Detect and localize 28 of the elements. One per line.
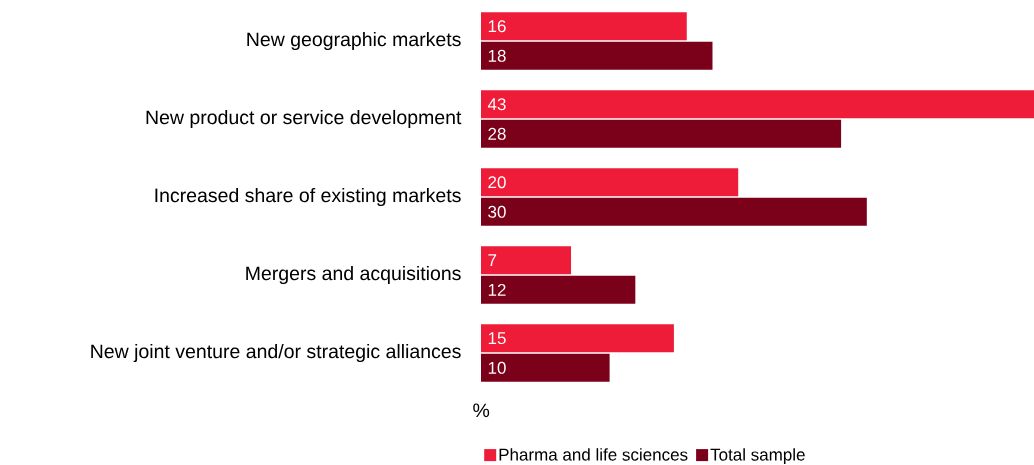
data-label: 10: [488, 361, 506, 374]
data-label: 16: [488, 20, 506, 33]
data-label: 43: [487, 98, 506, 111]
data-label: 15: [488, 332, 506, 345]
bar: [481, 324, 674, 353]
y-tick-label: Increased share of existing markets: [155, 187, 461, 207]
data-label: 30: [488, 205, 506, 218]
bar: [481, 90, 1034, 119]
data-label: 28: [488, 127, 506, 140]
bar: [481, 119, 842, 148]
bar: [481, 12, 687, 41]
legend-label: Total sample: [710, 448, 805, 465]
bar: [481, 275, 636, 304]
data-label: 12: [488, 283, 506, 296]
y-tick-label: New joint venture and/or strategic alliances: [91, 343, 461, 363]
bar: [481, 353, 610, 382]
legend-label: Pharma and life sciences: [499, 448, 688, 461]
bar: [481, 168, 739, 197]
bar: [481, 197, 867, 226]
bar: [481, 246, 572, 275]
x-axis-title: %: [473, 403, 490, 418]
data-label: 7: [488, 254, 497, 267]
data-label: 18: [488, 49, 506, 62]
y-tick-label: Mergers and acquisitions: [246, 265, 461, 285]
bar: [481, 41, 713, 70]
y-tick-label: New product or service development: [146, 109, 462, 129]
y-tick-label: New geographic markets: [247, 31, 461, 51]
data-label: 20: [488, 176, 506, 189]
